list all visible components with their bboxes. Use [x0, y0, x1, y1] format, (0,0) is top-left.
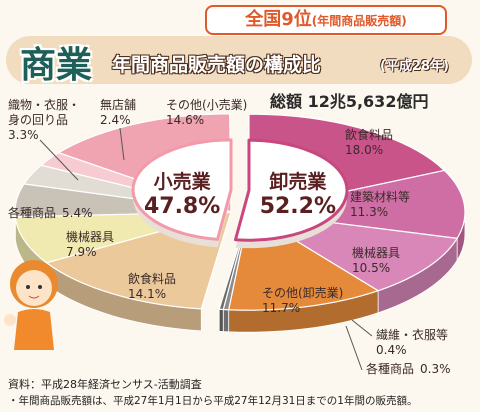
slice-name: 織物・衣服・身の回り品: [8, 98, 81, 127]
slice-value: 3.3%: [8, 128, 39, 142]
slice-value: 0.3%: [420, 362, 451, 376]
leader-line: [119, 127, 125, 161]
slice-label: 建築材料等 11.3%: [350, 190, 410, 220]
rank-note: (年間商品販売額): [311, 14, 407, 28]
leader-line: [39, 139, 79, 181]
slice-value: 11.7%: [262, 301, 301, 315]
inner-value: 52.2%: [259, 194, 337, 220]
slice-name: 建築材料等: [350, 190, 411, 204]
leader-line: [351, 319, 373, 337]
slice: [248, 169, 466, 239]
sector: 商業: [20, 45, 93, 86]
slice-label: その他(小売業) 14.6%: [166, 98, 247, 128]
slice-value: 2.4%: [100, 113, 131, 127]
slice-value: 11.3%: [350, 205, 389, 219]
slice-value: 14.6%: [166, 113, 205, 127]
slice-label: 各種商品 5.4%: [8, 206, 99, 221]
slice-name: 飲食料品: [128, 272, 177, 286]
slice-label: 各種商品 0.3%: [366, 362, 457, 377]
eye: [26, 285, 30, 289]
slice-label: 飲食料品 18.0%: [345, 128, 393, 158]
rank: 全国9位: [245, 9, 312, 30]
inner-label: 卸売業 52.2%: [248, 167, 348, 219]
slice-label: 飲食料品 14.1%: [128, 272, 176, 302]
chart-subtitle: (平成28年): [380, 59, 449, 74]
slice-value: 14.1%: [128, 287, 167, 301]
inner-slice: [131, 138, 233, 241]
mouth: [28, 295, 40, 299]
body: [14, 309, 54, 350]
slice-value: 18.0%: [345, 143, 384, 157]
slice-value: 10.5%: [352, 261, 391, 275]
note: 資料：平成28年経済センサス-活動調査: [8, 378, 202, 391]
slice-label: その他(卸売業) 11.7%: [262, 286, 343, 316]
slice-name: 各種商品: [366, 362, 415, 376]
hand: [4, 314, 16, 326]
slice-value: 7.9%: [66, 245, 97, 259]
rank-box: 全国9位(年間商品販売額): [205, 5, 447, 35]
slice-name: 繊維・衣服等: [376, 328, 449, 342]
slice-name: 飲食料品: [345, 128, 394, 142]
total: 総額 12兆5,632億円: [270, 92, 429, 111]
inner-name: 小売業: [153, 170, 211, 193]
slice-label: 繊維・衣服等 0.4%: [376, 328, 448, 358]
slice-name: その他(小売業): [166, 98, 248, 112]
inner-label: 小売業 47.8%: [132, 167, 232, 219]
slice-name: 機械器具: [352, 246, 401, 260]
note: ・年間商品販売額は、平成27年1月1日から平成27年12月31日までの1年間の販…: [8, 395, 418, 407]
slice-label: 無店舗 2.4%: [100, 98, 136, 128]
mascot: [4, 260, 58, 350]
eye: [38, 285, 42, 289]
slice-side: [218, 308, 224, 332]
slice-value: 5.4%: [62, 206, 93, 220]
slice-label: 機械器具 7.9%: [66, 230, 114, 260]
slice-side: [222, 309, 230, 333]
slice-name: 無店舗: [100, 98, 137, 112]
chart-title: 年間商品販売額の構成比: [112, 54, 322, 76]
leader-line: [345, 325, 363, 371]
slice-label: 機械器具 10.5%: [352, 246, 400, 276]
inner-value: 47.8%: [143, 193, 221, 219]
title-band: [6, 36, 472, 84]
slice-value: 0.4%: [376, 343, 407, 357]
inner-name: 卸売業: [269, 171, 327, 194]
slice-name: 機械器具: [66, 230, 115, 244]
slice-name: その他(卸売業): [262, 286, 344, 300]
slice-name: 各種商品: [8, 206, 57, 220]
slice-label: 織物・衣服・身の回り品 3.3%: [8, 98, 84, 143]
face: [16, 270, 52, 306]
inner-slice: [233, 138, 349, 242]
